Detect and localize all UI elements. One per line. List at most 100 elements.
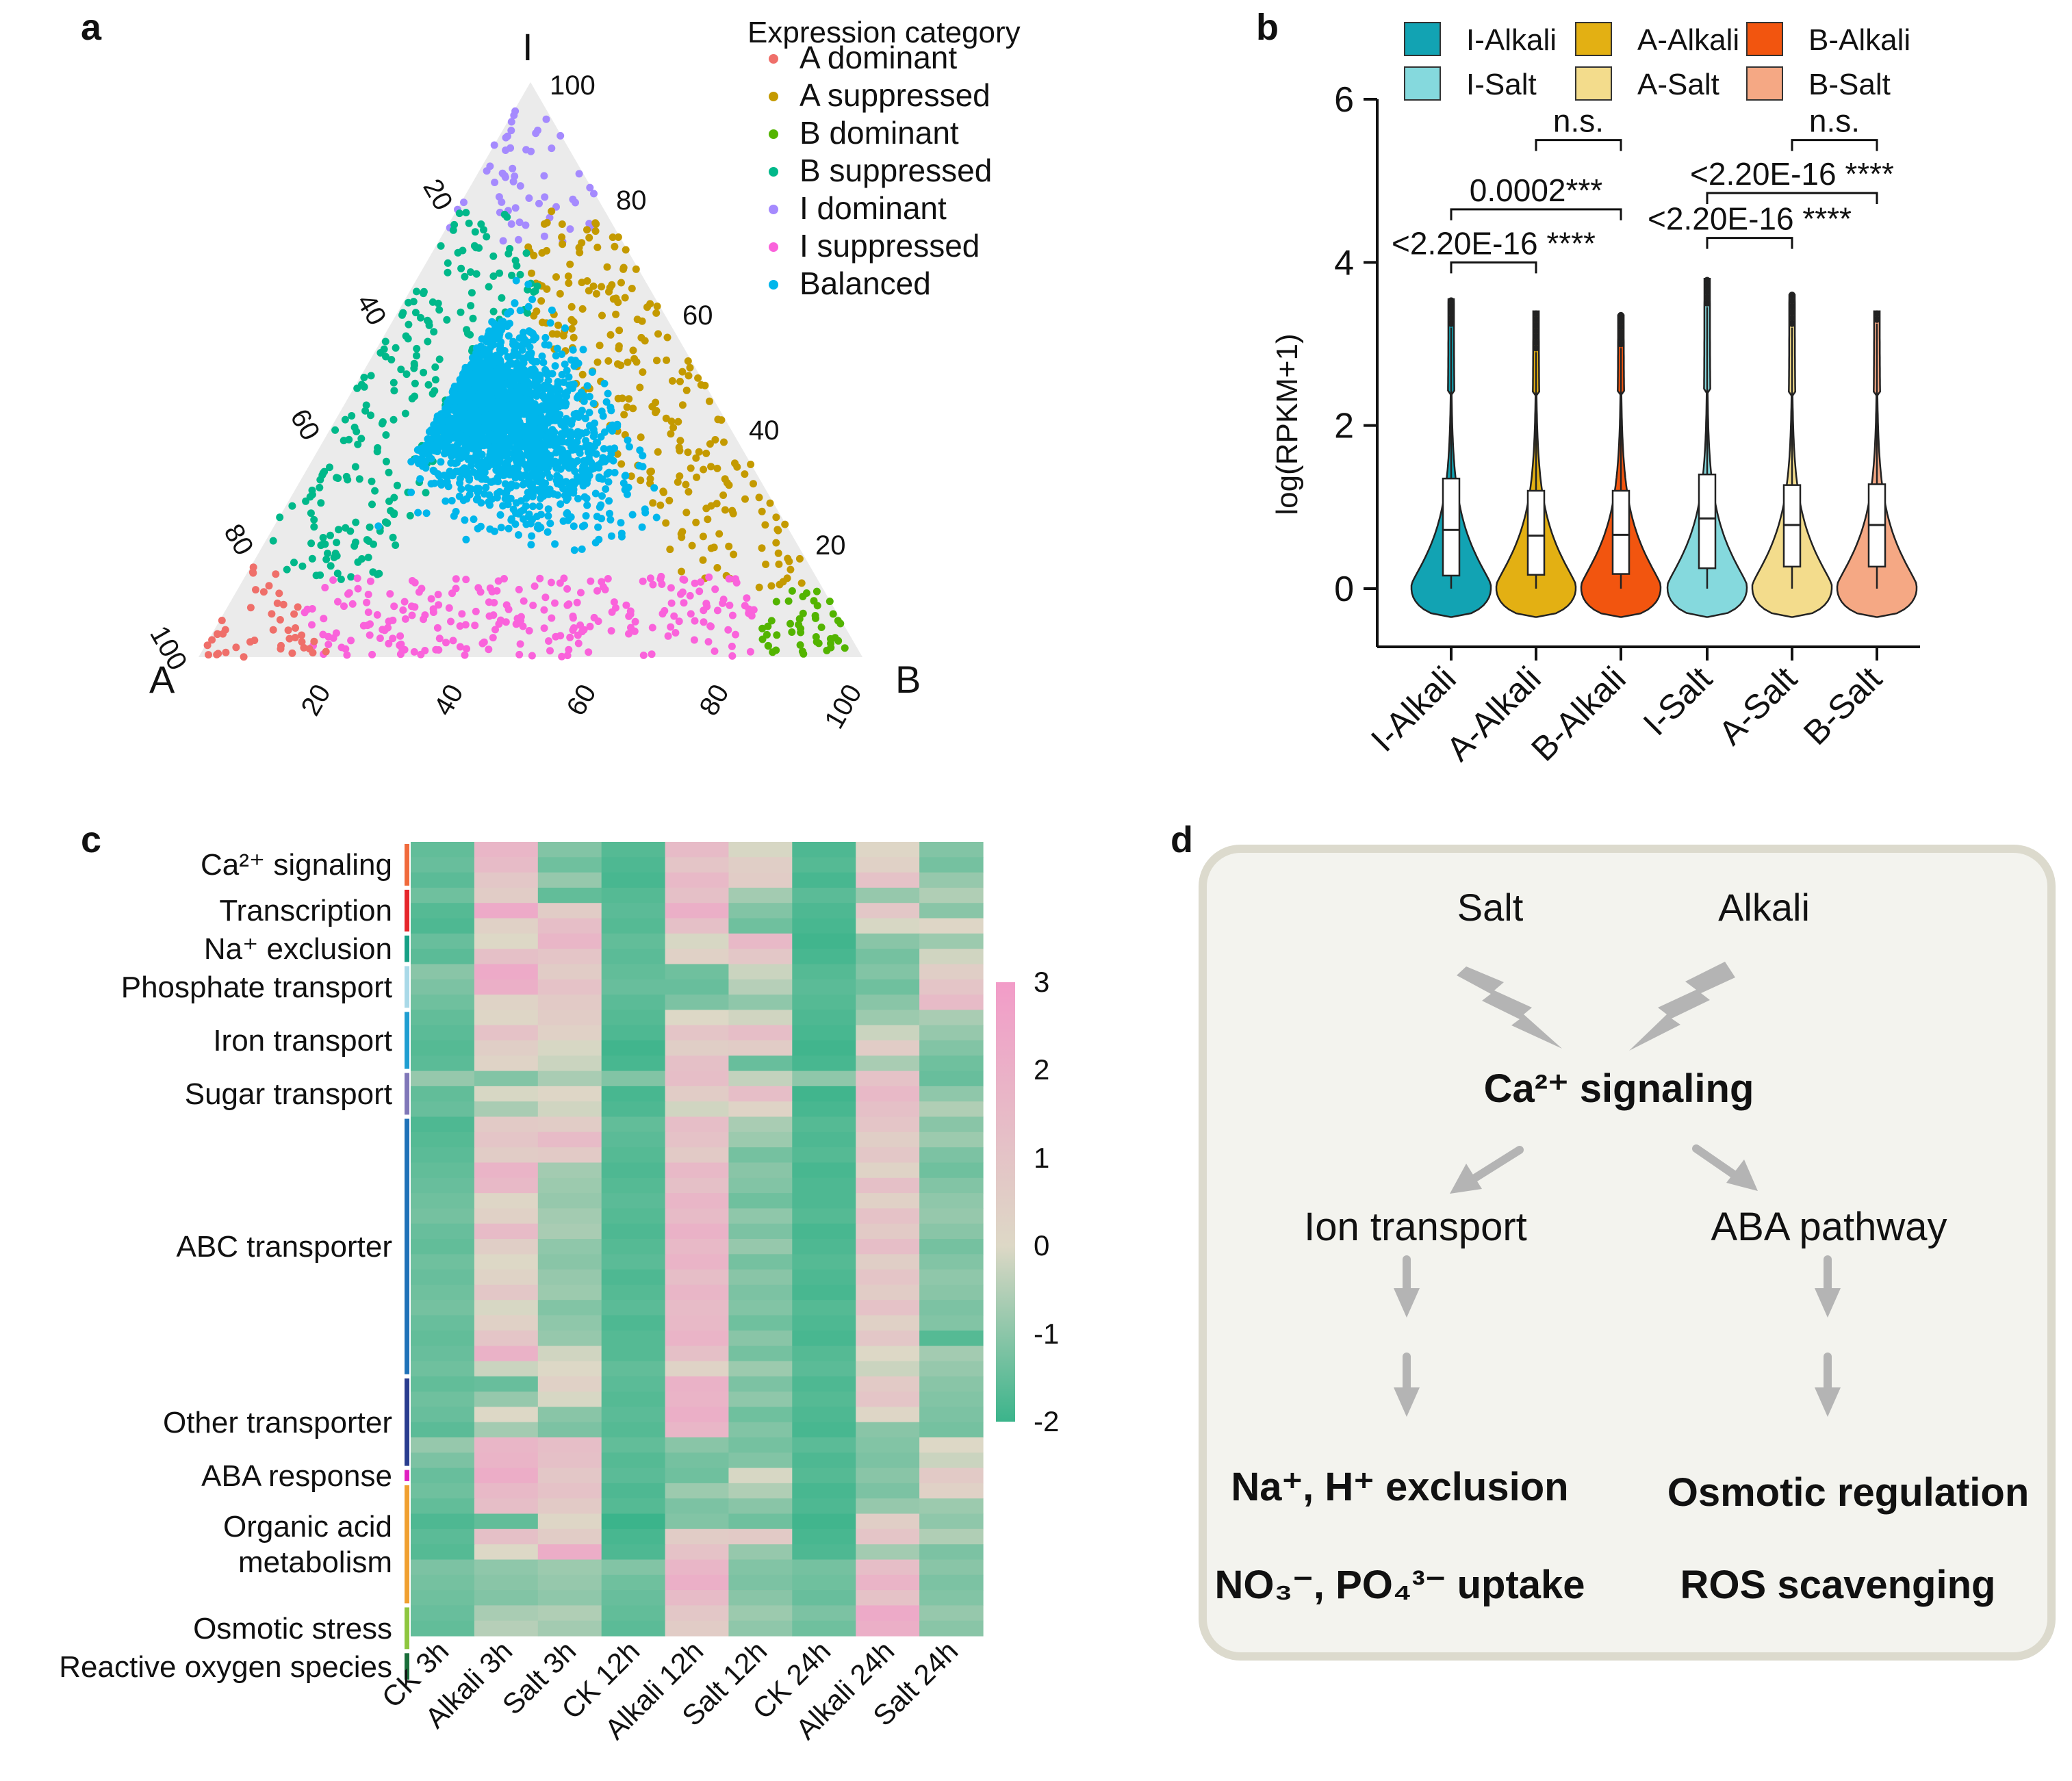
heatmap-cell — [411, 1437, 475, 1453]
heatmap-cell — [856, 1315, 920, 1331]
ternary-point — [355, 475, 363, 483]
violin-outlier — [1617, 311, 1624, 319]
ternary-point — [705, 573, 713, 581]
heatmap-cell — [728, 1284, 793, 1300]
ternary-point — [476, 466, 485, 474]
heatmap-cell — [474, 949, 539, 965]
ternary-point — [316, 483, 324, 491]
ternary-point — [533, 376, 541, 384]
ternary-point — [472, 349, 481, 357]
ternary-point — [508, 481, 515, 489]
ternary-point — [495, 444, 503, 452]
heatmap-cell — [856, 964, 920, 980]
ternary-point — [368, 650, 376, 658]
heatmap-cell — [537, 949, 602, 965]
ternary-point — [516, 640, 524, 648]
ternary-point — [526, 408, 535, 416]
ternary-point — [435, 635, 444, 643]
ternary-point — [535, 502, 543, 510]
heatmap-cell — [537, 918, 602, 934]
tick-label-i: 20 — [815, 530, 846, 561]
ternary-point — [520, 597, 528, 605]
ternary-point — [477, 220, 485, 228]
heatmap-cell — [665, 1498, 730, 1515]
heatmap-cell — [474, 1193, 539, 1209]
ternary-point — [326, 463, 333, 472]
group-label: Ca²⁺ signaling — [201, 848, 392, 882]
ternary-point — [702, 449, 711, 457]
ternary-point — [366, 577, 374, 585]
heatmap-cell — [537, 1590, 602, 1606]
ternary-point — [493, 430, 501, 438]
ternary-point — [528, 426, 537, 434]
ternary-point — [331, 426, 340, 434]
ternary-point — [446, 433, 455, 441]
ternary-point — [463, 392, 472, 400]
heatmap-cell — [856, 1361, 920, 1377]
group-label: Other transporter — [163, 1406, 392, 1439]
ternary-point — [678, 567, 685, 576]
ternary-point — [511, 172, 519, 180]
ternary-point — [459, 423, 468, 431]
ternary-point — [550, 386, 559, 394]
ternary-point — [520, 515, 527, 523]
heatmap-cell — [856, 1208, 920, 1225]
heatmap-cell — [728, 1193, 793, 1209]
heatmap-cell — [474, 933, 539, 949]
ternary-point — [483, 233, 491, 241]
tick-label-a: 20 — [417, 174, 458, 216]
heatmap-cell — [537, 933, 602, 949]
ternary-point — [515, 235, 522, 244]
ternary-point — [725, 542, 733, 550]
ternary-point — [656, 501, 665, 509]
group-color-bar — [405, 935, 409, 962]
ternary-point — [829, 610, 837, 618]
ternary-point — [487, 431, 495, 439]
ternary-point — [773, 631, 781, 639]
heatmap-cell — [728, 1040, 793, 1056]
ternary-point — [474, 408, 482, 416]
heatmap-cell — [919, 1452, 984, 1469]
ternary-point — [563, 652, 572, 660]
panel-label-c: c — [81, 819, 101, 860]
ternary-point — [652, 409, 660, 417]
violin-outlier — [1873, 316, 1880, 323]
ternary-point — [541, 366, 550, 374]
ternary-point — [369, 568, 377, 576]
heatmap-cell — [474, 1498, 539, 1515]
heatmap-cell — [792, 1254, 856, 1270]
ternary-point — [672, 629, 680, 637]
ternary-point — [476, 342, 485, 350]
ternary-point — [515, 650, 524, 658]
ternary-point — [478, 375, 486, 383]
significance-bracket: <2.20E-16 **** — [1648, 201, 1852, 249]
ternary-point — [408, 611, 416, 619]
violin-plot: I-AlkaliI-SaltA-AlkaliA-SaltB-AlkaliB-Sa… — [1270, 22, 1920, 769]
heatmap-cell — [728, 979, 793, 995]
heatmap-cell — [474, 1300, 539, 1316]
heatmap-cell — [537, 1010, 602, 1026]
heatmap-cell — [856, 949, 920, 965]
ternary-point — [811, 612, 819, 619]
ternary-point — [368, 500, 376, 509]
ternary-point — [553, 344, 561, 353]
heatmap-cell — [474, 903, 539, 919]
heatmap-cell — [728, 1559, 793, 1576]
heatmap-cell — [728, 1330, 793, 1346]
ternary-point — [461, 432, 470, 439]
heatmap-cell — [792, 1223, 856, 1240]
ternary-point — [445, 604, 453, 612]
tick-label-a: 80 — [218, 519, 259, 561]
ternary-point — [617, 519, 625, 527]
ternary-point — [682, 481, 690, 489]
ternary-point — [576, 248, 584, 257]
panel-label-d: d — [1171, 819, 1193, 860]
heatmap-cell — [665, 1131, 730, 1148]
heatmap-cell — [856, 1468, 920, 1484]
ternary-point — [728, 611, 737, 619]
ternary-point — [546, 520, 554, 528]
branch-aba-pathway: ABA pathway — [1711, 1205, 1947, 1249]
heatmap-cell — [856, 1544, 920, 1561]
ternary-point — [558, 350, 566, 358]
